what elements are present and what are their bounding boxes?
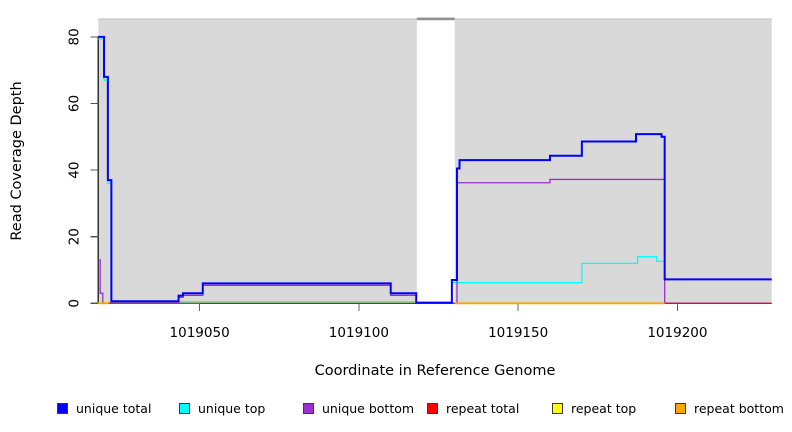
series-lines <box>98 35 772 305</box>
y-tick-label: 80 <box>67 28 83 45</box>
no-data-gap-region <box>416 19 455 304</box>
legend-label: repeat total <box>446 400 520 416</box>
legend-swatch-repeat-top <box>552 402 563 414</box>
legend-item-unique-top: unique top <box>179 399 265 417</box>
legend-swatch-repeat-total <box>427 402 438 414</box>
x-tick-label: 1019100 <box>329 325 389 341</box>
x-tick-label: 1019050 <box>170 325 230 341</box>
legend-swatch-unique-bottom <box>303 402 314 414</box>
legend-swatch-repeat-bottom <box>675 402 686 414</box>
legend-item-repeat-total: repeat total <box>427 399 519 417</box>
plot-background <box>98 17 772 304</box>
x-tick-label: 1019150 <box>488 325 548 341</box>
x-axis-title: Coordinate in Reference Genome <box>315 363 556 379</box>
y-axis-title: Read Coverage Depth <box>9 81 25 240</box>
x-tick-label: 1019200 <box>647 325 707 341</box>
y-tick-label: 60 <box>67 95 83 112</box>
legend-label: unique bottom <box>322 400 415 416</box>
series-line-unique-bottom <box>98 178 772 304</box>
no-data-gap-cap <box>416 17 455 21</box>
legend-item-repeat-bottom: repeat bottom <box>675 399 784 417</box>
legend-item-unique-bottom: unique bottom <box>303 399 414 417</box>
legend-label: repeat bottom <box>694 400 784 416</box>
legend-label: unique total <box>76 400 152 416</box>
y-tick-label: 40 <box>67 162 83 179</box>
legend-item-unique-total: unique total <box>57 399 151 417</box>
legend-item-repeat-top: repeat top <box>552 399 636 417</box>
legend-label: unique top <box>198 400 266 416</box>
y-tick-label: 0 <box>67 299 83 308</box>
series-line-unique-total <box>98 35 772 304</box>
legend-swatch-unique-top <box>179 402 190 414</box>
y-tick-label: 20 <box>67 228 83 245</box>
legend: unique total unique top unique bottom repea… <box>0 399 792 419</box>
legend-label: repeat top <box>571 400 637 416</box>
legend-swatch-unique-total <box>57 402 68 414</box>
